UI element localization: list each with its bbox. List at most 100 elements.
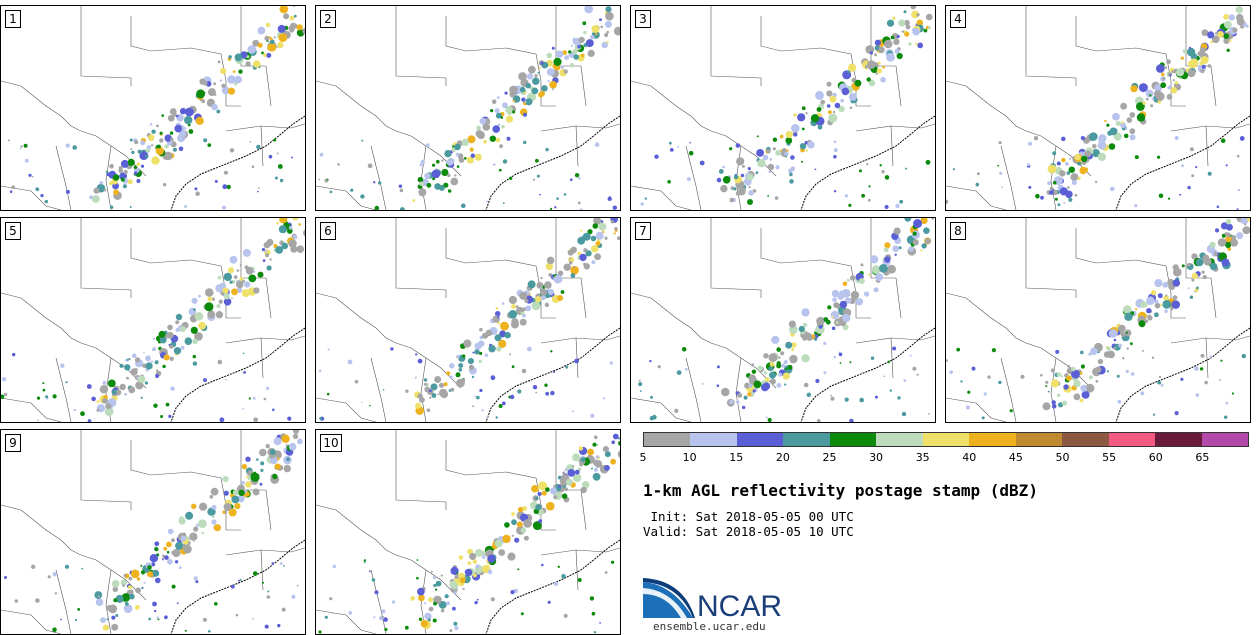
radar-echo xyxy=(213,82,217,86)
radar-echo xyxy=(833,155,837,159)
radar-echo xyxy=(1136,113,1146,122)
radar-echo xyxy=(20,145,23,148)
radar-echo xyxy=(428,606,434,612)
radar-echo xyxy=(218,299,223,304)
radar-echo xyxy=(535,158,539,163)
radar-echo xyxy=(268,154,273,159)
state-border xyxy=(55,145,72,210)
radar-echo xyxy=(511,534,514,537)
radar-echo xyxy=(823,371,827,375)
state-border xyxy=(555,218,587,319)
radar-echo xyxy=(249,141,252,143)
radar-echo xyxy=(1191,253,1198,260)
radar-echo xyxy=(36,396,41,400)
radar-echo xyxy=(243,281,251,288)
radar-echo xyxy=(128,576,133,581)
radar-echo xyxy=(494,539,503,548)
radar-echo xyxy=(677,145,680,148)
radar-echo xyxy=(151,129,156,134)
radar-echo xyxy=(501,302,505,305)
colorbar-tick-label: 65 xyxy=(1195,451,1210,464)
radar-echo xyxy=(246,471,252,476)
radar-echo xyxy=(1226,223,1233,231)
radar-echo xyxy=(802,322,808,328)
radar-echo xyxy=(592,442,597,447)
radar-echo xyxy=(495,311,501,317)
radar-echo xyxy=(721,387,730,397)
radar-echo xyxy=(1209,241,1216,248)
radar-echo xyxy=(925,159,931,165)
radar-echo xyxy=(1074,154,1081,161)
radar-echo xyxy=(883,247,889,253)
radar-echo xyxy=(509,91,516,98)
radar-echo xyxy=(499,144,503,149)
state-border xyxy=(1050,145,1057,210)
radar-echo xyxy=(126,358,130,361)
state-border xyxy=(1,292,147,389)
radar-echo xyxy=(72,145,77,150)
radar-echo xyxy=(506,108,509,111)
radar-echo xyxy=(579,253,587,262)
radar-echo xyxy=(577,236,586,245)
radar-echo xyxy=(925,13,933,21)
coastline xyxy=(1115,115,1250,210)
radar-echo xyxy=(831,289,840,298)
radar-echo xyxy=(1120,102,1127,110)
radar-echo xyxy=(574,173,580,178)
radar-echo xyxy=(1070,173,1079,182)
radar-echo xyxy=(198,294,201,298)
radar-echo xyxy=(769,361,775,367)
state-border xyxy=(1025,6,1077,86)
radar-echo xyxy=(1173,267,1182,277)
state-border xyxy=(1,504,147,601)
radar-echo xyxy=(161,558,164,561)
radar-echo xyxy=(859,397,864,403)
radar-echo xyxy=(1199,367,1204,371)
ensemble-member-panel: 1 xyxy=(0,5,306,211)
radar-echo xyxy=(77,608,81,611)
radar-echo xyxy=(223,170,228,175)
radar-echo xyxy=(639,390,642,392)
radar-echo xyxy=(454,143,461,151)
colorbar-tick-label: 10 xyxy=(682,451,697,464)
radar-echo xyxy=(288,442,297,451)
radar-echo xyxy=(464,157,467,160)
radar-echo xyxy=(789,179,794,184)
radar-echo xyxy=(158,330,166,338)
radar-echo xyxy=(269,258,272,261)
radar-echo xyxy=(523,140,527,145)
radar-echo xyxy=(155,577,161,584)
radar-echo xyxy=(720,184,728,193)
radar-echo xyxy=(762,154,769,161)
radar-echo xyxy=(248,274,257,283)
radar-echo xyxy=(155,146,164,156)
radar-echo xyxy=(506,136,511,141)
radar-echo xyxy=(564,55,569,60)
radar-echo xyxy=(119,363,124,368)
radar-echo xyxy=(1059,170,1066,177)
radar-echo xyxy=(179,130,187,138)
radar-echo xyxy=(1097,358,1104,365)
radar-echo xyxy=(804,334,810,339)
radar-echo xyxy=(534,74,538,78)
radar-echo xyxy=(814,337,818,341)
coastline xyxy=(800,327,935,422)
radar-echo xyxy=(461,203,466,209)
radar-echo xyxy=(875,72,878,75)
radar-echo xyxy=(870,356,875,360)
radar-echo xyxy=(474,153,482,161)
radar-echo xyxy=(1162,77,1166,80)
radar-echo xyxy=(1155,92,1165,101)
colorbar-segment xyxy=(783,433,830,446)
radar-echo xyxy=(113,189,119,196)
radar-echo xyxy=(537,282,542,287)
radar-echo xyxy=(1231,392,1234,395)
radar-echo xyxy=(1028,185,1032,189)
radar-echo xyxy=(557,270,564,276)
radar-echo xyxy=(112,174,120,181)
radar-echo xyxy=(844,194,848,198)
radar-echo xyxy=(801,106,806,111)
radar-echo xyxy=(1226,48,1230,52)
radar-echo xyxy=(475,564,480,569)
radar-echo xyxy=(1232,27,1238,33)
